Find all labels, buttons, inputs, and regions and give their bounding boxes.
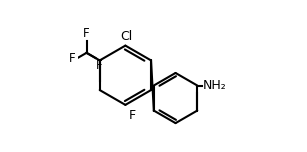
Text: Cl: Cl (120, 30, 132, 43)
Text: F: F (96, 59, 103, 72)
Text: NH₂: NH₂ (202, 79, 226, 92)
Text: F: F (69, 52, 76, 65)
Text: F: F (129, 109, 136, 122)
Text: F: F (83, 27, 90, 40)
